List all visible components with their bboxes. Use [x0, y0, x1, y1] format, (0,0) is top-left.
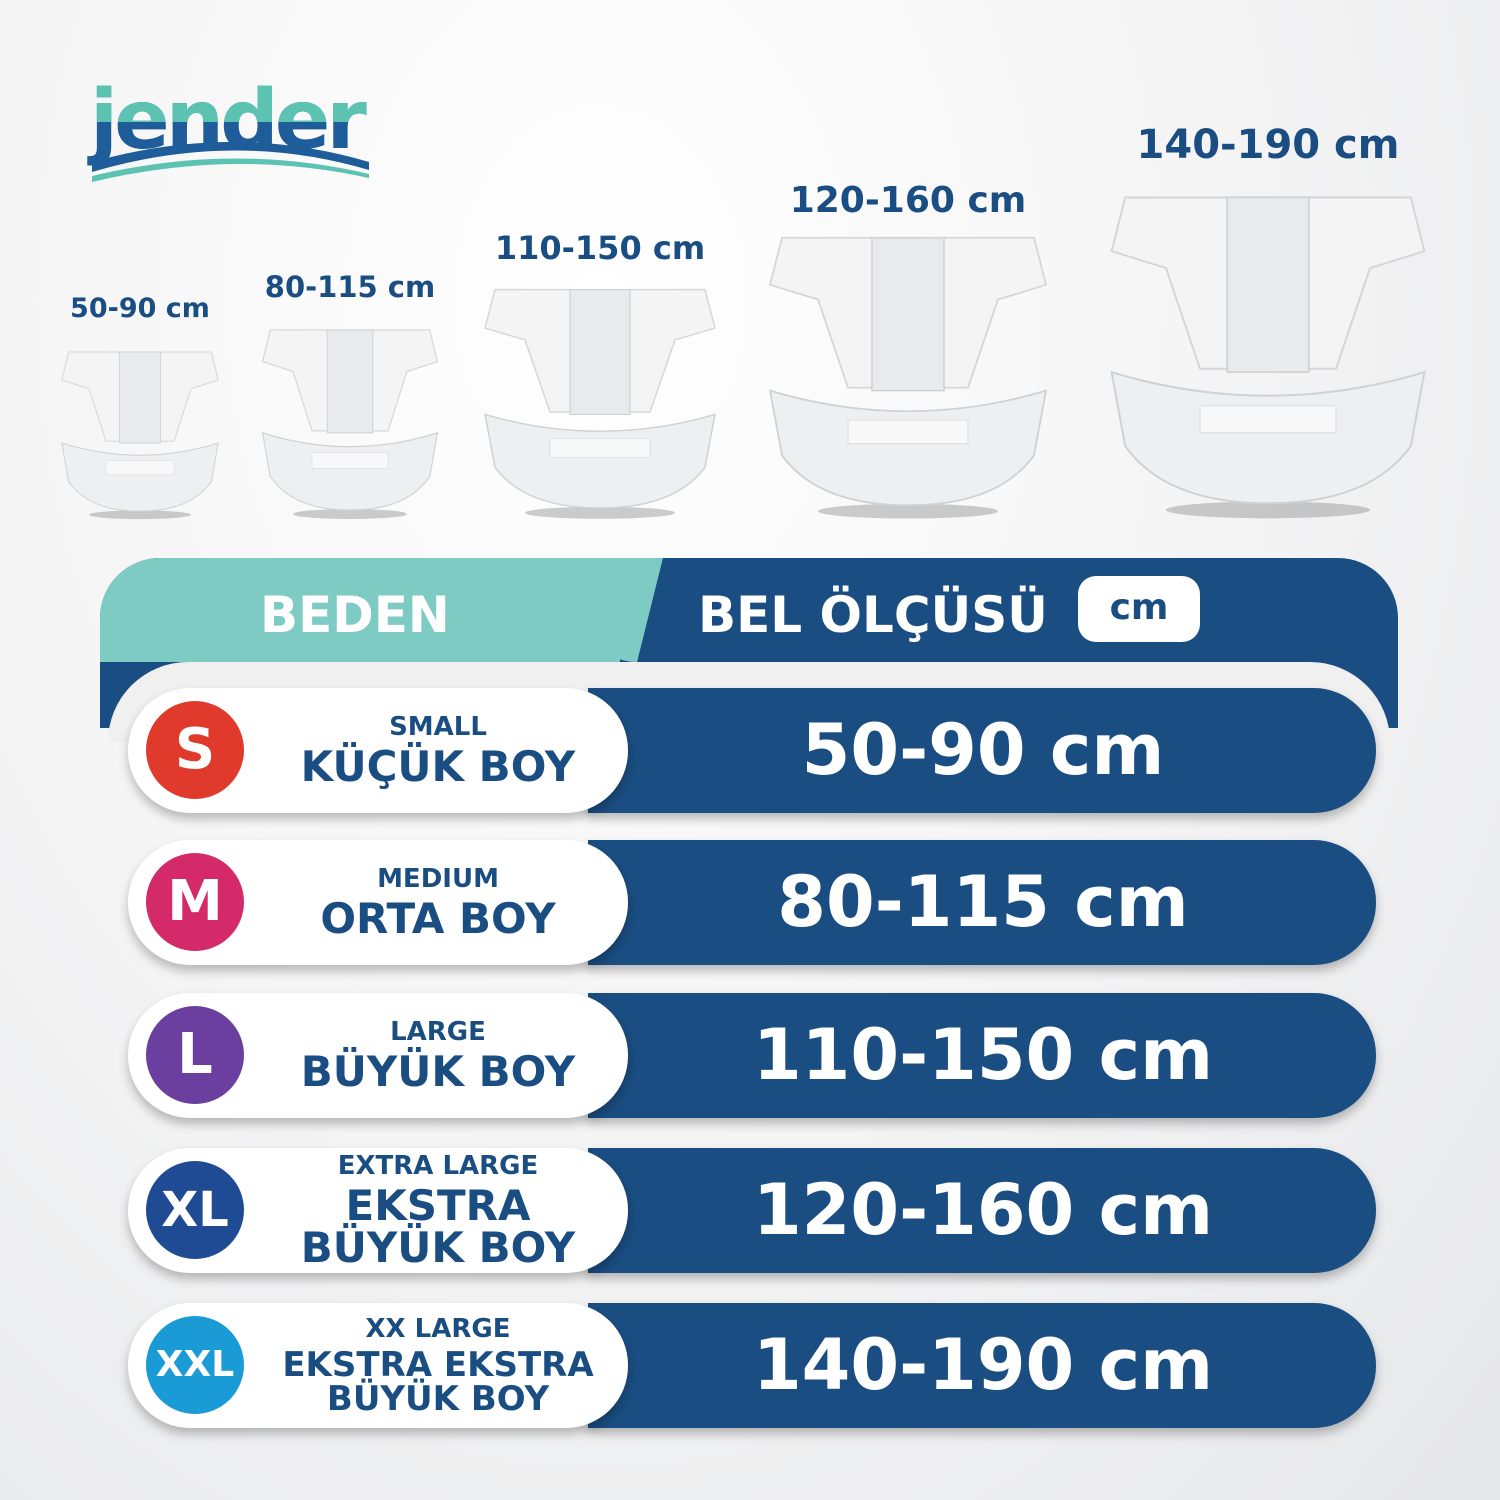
diaper-image — [55, 345, 225, 524]
size-cell: S SMALL KÜÇÜK BOY — [128, 688, 628, 813]
diaper-size-label: 50-90 cm — [70, 292, 210, 324]
diaper-image — [255, 322, 445, 524]
size-row: S SMALL KÜÇÜK BOY 50-90 cm — [128, 688, 1376, 813]
size-badge: M — [146, 853, 244, 951]
size-row: L LARGE BÜYÜK BOY 110-150 cm — [128, 993, 1376, 1118]
size-cell: XXL XX LARGE EKSTRA EKSTRA BÜYÜK BOY — [128, 1303, 628, 1428]
waist-range: 80-115 cm — [777, 861, 1189, 943]
size-cell: M MEDIUM ORTA BOY — [128, 840, 628, 965]
diaper-size-label: 140-190 cm — [1136, 122, 1400, 168]
size-name-english: EXTRA LARGE — [337, 1150, 539, 1181]
waist-range: 50-90 cm — [801, 709, 1165, 791]
size-name-turkish: KÜÇÜK BOY — [300, 741, 576, 791]
size-name-turkish: EKSTRA EKSTRA BÜYÜK BOY — [282, 1344, 594, 1419]
size-row: XXL XX LARGE EKSTRA EKSTRA BÜYÜK BOY 140… — [128, 1303, 1376, 1428]
diaper-image — [758, 226, 1058, 524]
header-waist-label: BEL ÖLÇÜSÜ — [698, 586, 1048, 644]
size-name-english: LARGE — [390, 1016, 486, 1047]
waist-range: 120-160 cm — [752, 1169, 1214, 1251]
svg-text:jender: jender — [87, 73, 367, 168]
diaper-size-label: 120-160 cm — [789, 180, 1027, 221]
header-size-label: BEDEN — [260, 586, 450, 644]
size-name-turkish: ORTA BOY — [320, 893, 556, 943]
waist-cell — [588, 840, 1376, 965]
jender-logo: jender jender — [84, 70, 384, 190]
header-unit-badge: cm — [1078, 576, 1200, 642]
size-badge: XXL — [146, 1316, 244, 1414]
size-name-turkish: EKSTRA BÜYÜK BOY — [300, 1180, 576, 1272]
size-cell: XL EXTRA LARGE EKSTRA BÜYÜK BOY — [128, 1148, 628, 1273]
diaper-image — [1098, 184, 1438, 524]
size-row: XL EXTRA LARGE EKSTRA BÜYÜK BOY 120-160 … — [128, 1148, 1376, 1273]
waist-cell — [588, 688, 1376, 813]
size-name-turkish: BÜYÜK BOY — [300, 1046, 576, 1096]
waist-range: 110-150 cm — [752, 1014, 1214, 1096]
size-name-english: SMALL — [389, 711, 487, 742]
size-name-english: XX LARGE — [365, 1313, 511, 1344]
waist-cell — [588, 1148, 1376, 1273]
waist-cell — [588, 1303, 1376, 1428]
diaper-size-label: 80-115 cm — [264, 269, 436, 304]
size-cell: L LARGE BÜYÜK BOY — [128, 993, 628, 1118]
size-badge: S — [146, 701, 244, 799]
size-name-english: MEDIUM — [377, 863, 499, 894]
diaper-image — [475, 280, 725, 524]
waist-cell — [588, 993, 1376, 1118]
header-size-cell — [100, 558, 620, 662]
size-row: M MEDIUM ORTA BOY 80-115 cm — [128, 840, 1376, 965]
diaper-size-label: 110-150 cm — [494, 229, 706, 267]
size-badge: XL — [146, 1161, 244, 1259]
size-badge: L — [146, 1006, 244, 1104]
waist-range: 140-190 cm — [752, 1324, 1214, 1406]
